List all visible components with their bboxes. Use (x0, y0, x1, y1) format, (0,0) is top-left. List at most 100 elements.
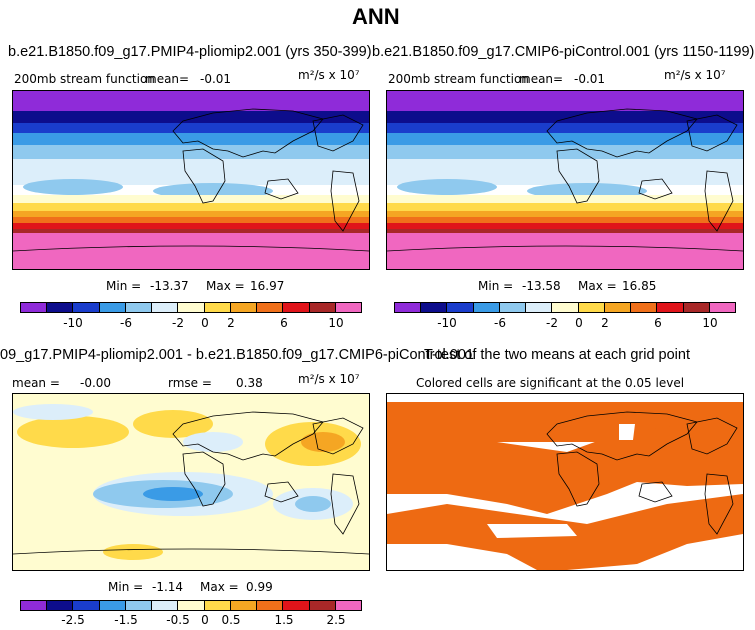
max-label-bottom-left: Max = (200, 580, 239, 594)
colorbar-swatch (72, 600, 100, 611)
map-top-left (12, 90, 370, 270)
colorbar-tick-label: 2 (601, 316, 609, 330)
colorbar-tick-label: 0 (201, 316, 209, 330)
colorbar-swatch (20, 600, 48, 611)
min-label-bottom-left: Min = (108, 580, 144, 594)
colorbar-tick-label: 0 (575, 316, 583, 330)
map-field-top-left (13, 91, 369, 269)
colorbar-swatch (472, 302, 500, 313)
mean-label-top-left: mean= (145, 72, 190, 86)
colorbar-swatch (682, 302, 710, 313)
colorbar-swatch (577, 302, 605, 313)
colorbar-swatch (124, 600, 153, 611)
case-title-top-left: b.e21.B1850.f09_g17.PMIP4-pliomip2.001 (… (8, 44, 372, 60)
colorbar-tick-label: -6 (494, 316, 506, 330)
map-top-right (386, 90, 744, 270)
colorbar-swatch (394, 302, 422, 313)
mean-value-top-left: -0.01 (200, 72, 232, 86)
colorbar-swatch (151, 600, 179, 611)
rmse-value-bottom-left: 0.38 (236, 376, 263, 390)
colorbar-tick-label: -10 (437, 316, 457, 330)
colorbar-tick-label: -0.5 (166, 613, 190, 627)
colorbar-tick-label: -2.5 (61, 613, 85, 627)
figure-title: ANN (352, 4, 400, 29)
colorbar-bottom-left (20, 600, 363, 611)
min-value-top-right: -13.58 (522, 279, 561, 293)
ttest-subtitle: Colored cells are significant at the 0.0… (416, 376, 685, 390)
colorbar-swatch (334, 600, 363, 611)
colorbar-top-left (20, 302, 363, 313)
map-bottom-right (386, 393, 744, 571)
colorbar-tick-label: -1.5 (114, 613, 138, 627)
colorbar-swatch (46, 302, 74, 313)
units-top-right: m²/s x 10⁷ (664, 68, 726, 82)
colorbar-tick-label: -6 (120, 316, 132, 330)
min-label-top-right: Min = (478, 279, 514, 293)
variable-label-top-right: 200mb stream function (388, 72, 529, 86)
colorbar-swatch (308, 302, 336, 313)
colorbar-swatch (498, 302, 527, 313)
colorbar-tick-label: -2 (172, 316, 184, 330)
ttest-title: T-test of the two means at each grid poi… (424, 347, 690, 363)
colorbar-tick-label: 6 (654, 316, 662, 330)
colorbar-swatch (98, 302, 126, 313)
mean-value-bottom-left: -0.00 (80, 376, 112, 390)
units-top-left: m²/s x 10⁷ (298, 68, 360, 82)
mean-label-top-right: mean= (519, 72, 564, 86)
map-bottom-left (12, 393, 370, 571)
colorbar-tick-label: 0 (201, 613, 209, 627)
colorbar-swatch (203, 600, 231, 611)
colorbar-swatch (124, 302, 153, 313)
colorbar-swatch (551, 302, 579, 313)
case-title-bottom-left: 09_g17.PMIP4-pliomip2.001 - b.e21.B1850.… (0, 347, 474, 363)
colorbar-swatch (256, 600, 284, 611)
mean-label-bottom-left: mean = (12, 376, 60, 390)
colorbar-swatch (308, 600, 336, 611)
colorbar-swatch (282, 600, 310, 611)
max-value-top-right: 16.85 (622, 279, 657, 293)
map-field-bottom-left (13, 394, 369, 570)
colorbar-swatch (256, 302, 284, 313)
max-label-top-left: Max = (206, 279, 245, 293)
colorbar-tick-label: 2 (227, 316, 235, 330)
colorbar-tick-label: 10 (702, 316, 718, 330)
max-value-bottom-left: 0.99 (246, 580, 273, 594)
max-label-top-right: Max = (578, 279, 617, 293)
max-value-top-left: 16.97 (250, 279, 285, 293)
colorbar-top-right (394, 302, 737, 313)
colorbar-swatch (229, 302, 258, 313)
units-bottom-left: m²/s x 10⁷ (298, 372, 360, 386)
colorbar-swatch (20, 302, 48, 313)
mean-value-top-right: -0.01 (574, 72, 606, 86)
case-title-top-right: b.e21.B1850.f09_g17.CMIP6-piControl.001 … (372, 44, 755, 60)
variable-label-top-left: 200mb stream function (14, 72, 155, 86)
colorbar-swatch (334, 302, 363, 313)
colorbar-swatch (98, 600, 126, 611)
colorbar-swatch (420, 302, 448, 313)
colorbar-tick-label: 2.5 (326, 613, 346, 627)
colorbar-swatch (177, 600, 205, 611)
colorbar-tick-label: 6 (280, 316, 288, 330)
rmse-label-bottom-left: rmse = (168, 376, 212, 390)
colorbar-tick-label: -10 (63, 316, 83, 330)
colorbar-tick-label: -2 (546, 316, 558, 330)
colorbar-swatch (603, 302, 632, 313)
significance-field (387, 394, 743, 570)
colorbar-swatch (282, 302, 310, 313)
colorbar-swatch (72, 302, 100, 313)
colorbar-swatch (151, 302, 179, 313)
min-label-top-left: Min = (106, 279, 142, 293)
colorbar-tick-label: 0.5 (221, 613, 241, 627)
map-field-top-right (387, 91, 743, 269)
colorbar-swatch (177, 302, 205, 313)
colorbar-swatch (46, 600, 74, 611)
colorbar-swatch (203, 302, 231, 313)
colorbar-swatch (708, 302, 737, 313)
colorbar-swatch (630, 302, 658, 313)
min-value-bottom-left: -1.14 (152, 580, 184, 594)
colorbar-swatch (525, 302, 553, 313)
colorbar-tick-label: 1.5 (274, 613, 294, 627)
colorbar-tick-label: 10 (328, 316, 344, 330)
colorbar-swatch (446, 302, 474, 313)
min-value-top-left: -13.37 (150, 279, 189, 293)
